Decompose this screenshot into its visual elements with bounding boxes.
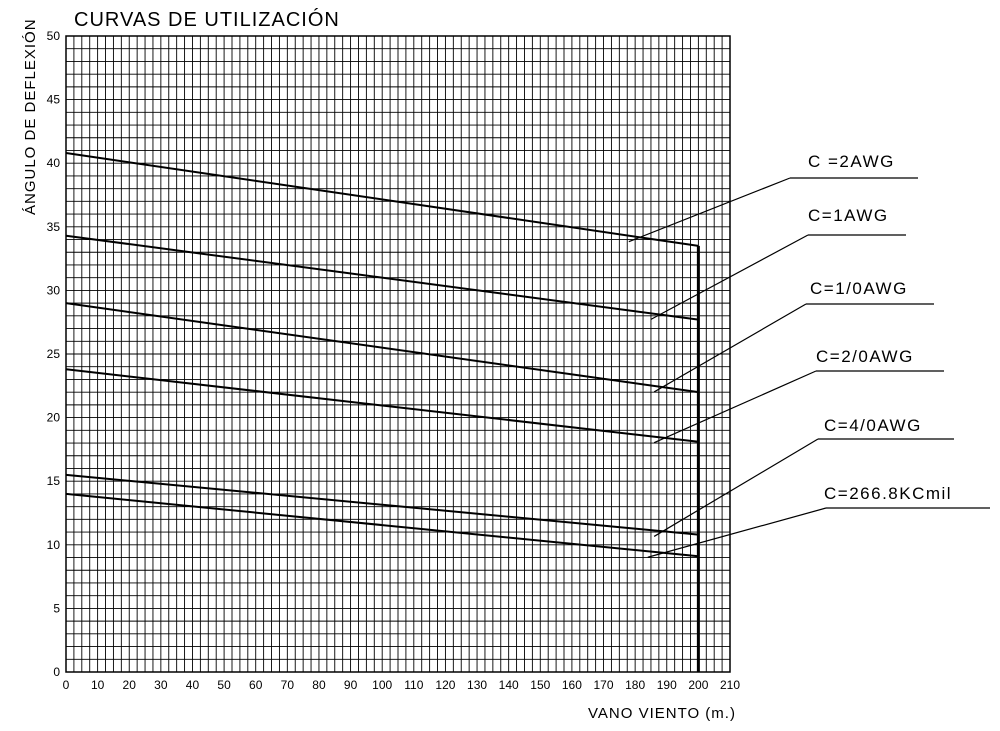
legend-label-4: C=2/0AWG bbox=[816, 347, 914, 366]
legend-leader-line bbox=[654, 371, 816, 443]
legend-leader-line bbox=[629, 178, 790, 242]
x-tick-label: 150 bbox=[530, 678, 550, 692]
x-tick-label: 20 bbox=[123, 678, 137, 692]
y-tick-label: 35 bbox=[47, 220, 61, 234]
legend-label-3: C=1/0AWG bbox=[810, 279, 908, 298]
x-tick-label: 210 bbox=[720, 678, 740, 692]
legend-label-1: C =2AWG bbox=[808, 152, 895, 171]
x-tick-label: 50 bbox=[217, 678, 231, 692]
legend-label-5: C=4/0AWG bbox=[824, 416, 922, 435]
y-tick-label: 50 bbox=[47, 29, 61, 43]
x-tick-label: 100 bbox=[372, 678, 392, 692]
y-axis-label: ÁNGULO DE DEFLEXIÓN bbox=[22, 18, 39, 215]
legend-label-6: C=266.8KCmil bbox=[824, 484, 952, 503]
x-tick-label: 130 bbox=[467, 678, 487, 692]
legend-leader-line bbox=[654, 439, 818, 536]
x-tick-label: 190 bbox=[657, 678, 677, 692]
grid bbox=[66, 36, 730, 672]
chart-title: CURVAS DE UTILIZACIÓN bbox=[74, 8, 340, 31]
x-tick-label: 180 bbox=[625, 678, 645, 692]
x-tick-label: 140 bbox=[499, 678, 519, 692]
legend: C =2AWG C=1AWG C=1/0AWG C=2/0AWG C=4/0AWG C=2… bbox=[808, 152, 952, 503]
y-tick-label: 40 bbox=[47, 156, 61, 170]
x-tick-label: 70 bbox=[281, 678, 295, 692]
x-tick-label: 30 bbox=[154, 678, 168, 692]
x-tick-label: 90 bbox=[344, 678, 358, 692]
x-tick-label: 10 bbox=[91, 678, 105, 692]
y-tick-labels: 0 5 10 15 20 25 30 35 40 45 50 bbox=[47, 29, 61, 679]
x-tick-label: 0 bbox=[63, 678, 70, 692]
legend-label-2: C=1AWG bbox=[808, 206, 889, 225]
y-tick-label: 5 bbox=[53, 601, 60, 615]
y-tick-label: 30 bbox=[47, 283, 61, 297]
x-tick-label: 120 bbox=[435, 678, 455, 692]
y-tick-label: 15 bbox=[47, 474, 61, 488]
y-tick-label: 20 bbox=[47, 411, 61, 425]
x-tick-labels: 0 10 20 30 40 50 60 70 80 90 100 110 120 130 140 150 160… bbox=[63, 678, 741, 692]
x-tick-label: 80 bbox=[312, 678, 326, 692]
x-tick-label: 160 bbox=[562, 678, 582, 692]
y-tick-label: 45 bbox=[47, 93, 61, 107]
x-tick-label: 170 bbox=[594, 678, 614, 692]
y-tick-label: 25 bbox=[47, 347, 61, 361]
y-tick-label: 0 bbox=[53, 665, 60, 679]
x-tick-label: 200 bbox=[688, 678, 708, 692]
x-tick-label: 40 bbox=[186, 678, 200, 692]
y-tick-label: 10 bbox=[47, 538, 61, 552]
x-tick-label: 60 bbox=[249, 678, 263, 692]
x-axis-label: VANO VIENTO (m.) bbox=[588, 705, 736, 722]
x-tick-label: 110 bbox=[404, 678, 423, 692]
